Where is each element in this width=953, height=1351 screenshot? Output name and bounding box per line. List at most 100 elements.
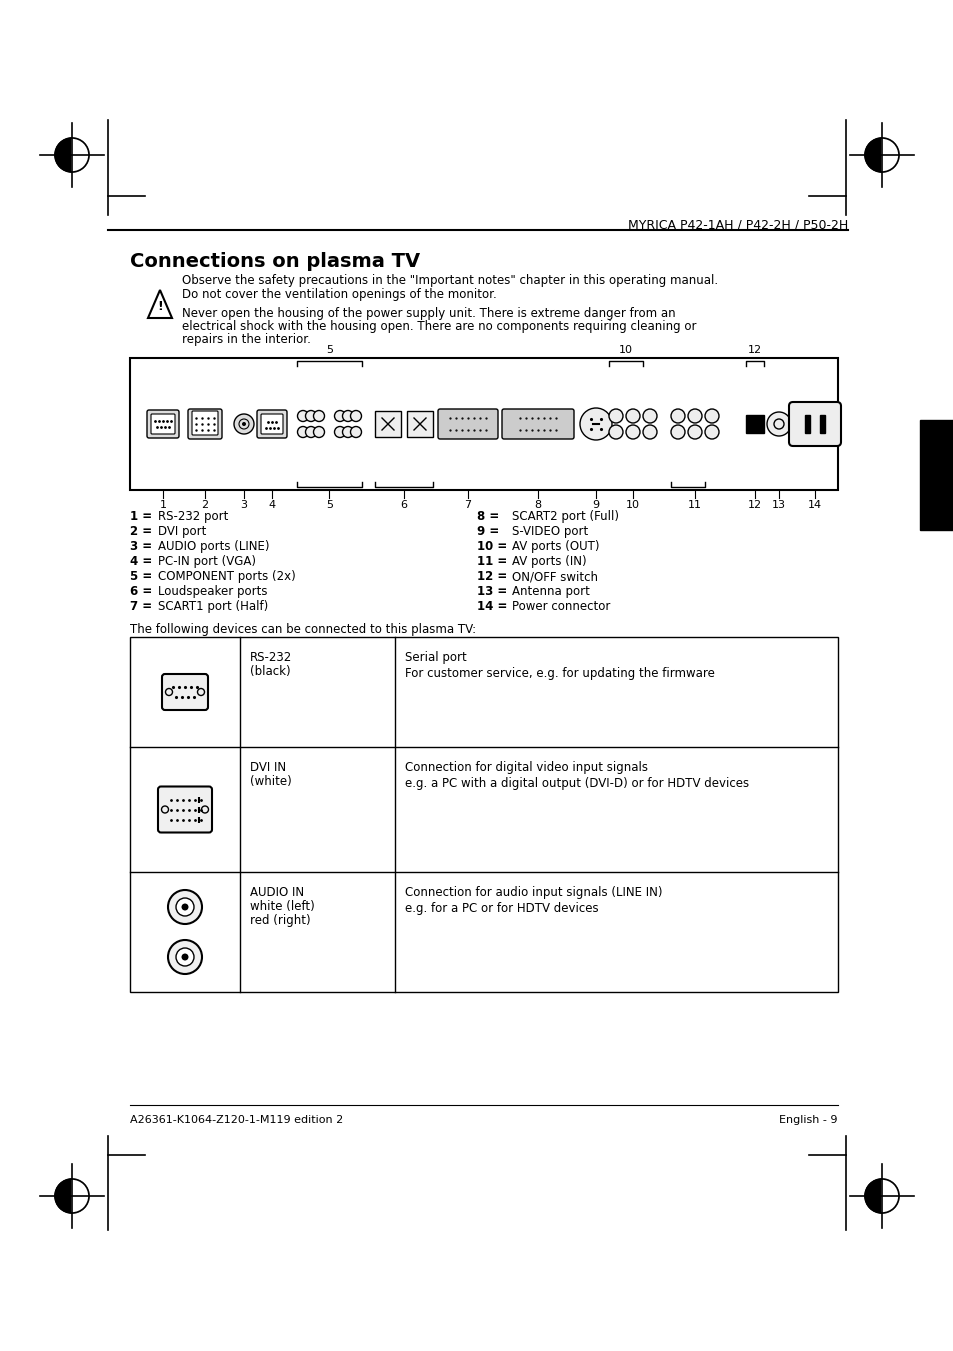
FancyBboxPatch shape bbox=[437, 409, 497, 439]
Text: DVI port: DVI port bbox=[158, 526, 206, 538]
Bar bbox=[820, 415, 824, 434]
Circle shape bbox=[350, 411, 361, 422]
Text: red (right): red (right) bbox=[250, 915, 311, 927]
Circle shape bbox=[766, 412, 790, 436]
Text: 1: 1 bbox=[159, 500, 167, 509]
Text: Do not cover the ventilation openings of the monitor.: Do not cover the ventilation openings of… bbox=[182, 288, 497, 301]
Text: 11: 11 bbox=[687, 500, 701, 509]
Text: 10: 10 bbox=[625, 500, 639, 509]
Wedge shape bbox=[882, 1179, 898, 1213]
Text: 12: 12 bbox=[747, 500, 761, 509]
Text: English - 9: English - 9 bbox=[779, 1115, 837, 1125]
FancyBboxPatch shape bbox=[151, 413, 174, 434]
Bar bbox=[745, 415, 763, 434]
Circle shape bbox=[687, 426, 701, 439]
Bar bbox=[919, 420, 953, 530]
Text: DVI IN: DVI IN bbox=[250, 761, 286, 774]
FancyBboxPatch shape bbox=[192, 411, 218, 435]
Text: Connections on plasma TV: Connections on plasma TV bbox=[130, 253, 419, 272]
Text: 2 =: 2 = bbox=[130, 526, 152, 538]
Text: 4: 4 bbox=[268, 500, 275, 509]
Circle shape bbox=[297, 427, 308, 438]
Circle shape bbox=[168, 890, 202, 924]
Text: SCART1 port (Half): SCART1 port (Half) bbox=[158, 600, 268, 613]
Circle shape bbox=[335, 427, 345, 438]
Text: Antenna port: Antenna port bbox=[512, 585, 589, 598]
Circle shape bbox=[687, 409, 701, 423]
Circle shape bbox=[642, 409, 657, 423]
Polygon shape bbox=[148, 290, 172, 317]
Circle shape bbox=[625, 409, 639, 423]
Wedge shape bbox=[55, 1179, 71, 1213]
Circle shape bbox=[314, 427, 324, 438]
Text: RS-232 port: RS-232 port bbox=[158, 509, 228, 523]
FancyBboxPatch shape bbox=[407, 411, 433, 436]
Text: A26361-K1064-Z120-1-M119 edition 2: A26361-K1064-Z120-1-M119 edition 2 bbox=[130, 1115, 343, 1125]
Text: (black): (black) bbox=[250, 665, 291, 678]
Text: 9 =: 9 = bbox=[476, 526, 498, 538]
Text: 3 =: 3 = bbox=[130, 540, 152, 553]
FancyBboxPatch shape bbox=[788, 403, 841, 446]
Circle shape bbox=[342, 411, 354, 422]
Circle shape bbox=[305, 411, 316, 422]
Circle shape bbox=[181, 954, 189, 961]
Text: 12 =: 12 = bbox=[476, 570, 507, 584]
Text: 11 =: 11 = bbox=[476, 555, 507, 567]
FancyBboxPatch shape bbox=[162, 674, 208, 711]
Text: 10: 10 bbox=[618, 345, 633, 355]
Text: Observe the safety precautions in the "Important notes" chapter in this operatin: Observe the safety precautions in the "I… bbox=[182, 274, 718, 286]
Text: 8 =: 8 = bbox=[476, 509, 498, 523]
Text: 14: 14 bbox=[807, 500, 821, 509]
Text: RS-232: RS-232 bbox=[250, 651, 292, 663]
Circle shape bbox=[297, 411, 308, 422]
Text: (white): (white) bbox=[250, 775, 292, 788]
Circle shape bbox=[233, 413, 253, 434]
Text: 13 =: 13 = bbox=[476, 585, 507, 598]
Text: Connection for digital video input signals: Connection for digital video input signa… bbox=[405, 761, 647, 774]
Text: 4 =: 4 = bbox=[130, 555, 152, 567]
Text: Connection for audio input signals (LINE IN): Connection for audio input signals (LINE… bbox=[405, 886, 661, 898]
Text: 8: 8 bbox=[534, 500, 541, 509]
Text: S-VIDEO port: S-VIDEO port bbox=[512, 526, 588, 538]
Circle shape bbox=[305, 427, 316, 438]
Circle shape bbox=[625, 426, 639, 439]
Text: 1 =: 1 = bbox=[130, 509, 152, 523]
Circle shape bbox=[670, 426, 684, 439]
Text: 7: 7 bbox=[464, 500, 471, 509]
Bar bbox=[804, 415, 809, 434]
Text: e.g. for a PC or for HDTV devices: e.g. for a PC or for HDTV devices bbox=[405, 902, 598, 915]
Text: AV ports (IN): AV ports (IN) bbox=[512, 555, 586, 567]
Circle shape bbox=[350, 427, 361, 438]
Bar bbox=[130, 358, 837, 490]
Circle shape bbox=[335, 411, 345, 422]
Circle shape bbox=[704, 426, 719, 439]
Wedge shape bbox=[71, 138, 89, 172]
Text: For customer service, e.g. for updating the firmware: For customer service, e.g. for updating … bbox=[405, 667, 714, 680]
Text: 14 =: 14 = bbox=[476, 600, 507, 613]
Text: AUDIO IN: AUDIO IN bbox=[250, 886, 304, 898]
Circle shape bbox=[175, 898, 193, 916]
Text: 2: 2 bbox=[201, 500, 209, 509]
Text: 13: 13 bbox=[771, 500, 785, 509]
Text: SCART2 port (Full): SCART2 port (Full) bbox=[512, 509, 618, 523]
Text: MYRICA P42-1AH / P42-2H / P50-2H: MYRICA P42-1AH / P42-2H / P50-2H bbox=[627, 218, 847, 231]
Text: !: ! bbox=[157, 300, 163, 313]
Text: 9: 9 bbox=[592, 500, 598, 509]
Text: AUDIO ports (LINE): AUDIO ports (LINE) bbox=[158, 540, 269, 553]
Text: repairs in the interior.: repairs in the interior. bbox=[182, 332, 311, 346]
Text: 10 =: 10 = bbox=[476, 540, 507, 553]
Circle shape bbox=[342, 427, 354, 438]
Circle shape bbox=[579, 408, 612, 440]
Text: Serial port: Serial port bbox=[405, 651, 466, 663]
Text: 3: 3 bbox=[240, 500, 247, 509]
FancyBboxPatch shape bbox=[188, 409, 222, 439]
Wedge shape bbox=[55, 138, 71, 172]
Circle shape bbox=[608, 409, 622, 423]
Circle shape bbox=[704, 409, 719, 423]
Text: 7 =: 7 = bbox=[130, 600, 152, 613]
Text: 12: 12 bbox=[747, 345, 761, 355]
Bar bbox=[130, 638, 837, 992]
Text: 5 =: 5 = bbox=[130, 570, 152, 584]
Text: ON/OFF switch: ON/OFF switch bbox=[512, 570, 598, 584]
Circle shape bbox=[642, 426, 657, 439]
